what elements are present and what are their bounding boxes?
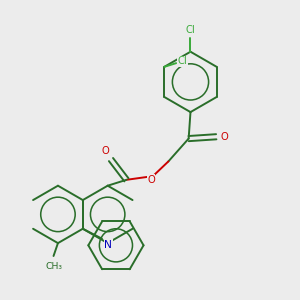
Text: O: O bbox=[147, 175, 155, 185]
Text: Cl: Cl bbox=[186, 26, 195, 35]
Text: N: N bbox=[104, 240, 112, 250]
Text: CH₃: CH₃ bbox=[45, 262, 62, 271]
Text: O: O bbox=[220, 132, 228, 142]
Text: O: O bbox=[102, 146, 109, 157]
Text: Cl: Cl bbox=[178, 56, 188, 66]
